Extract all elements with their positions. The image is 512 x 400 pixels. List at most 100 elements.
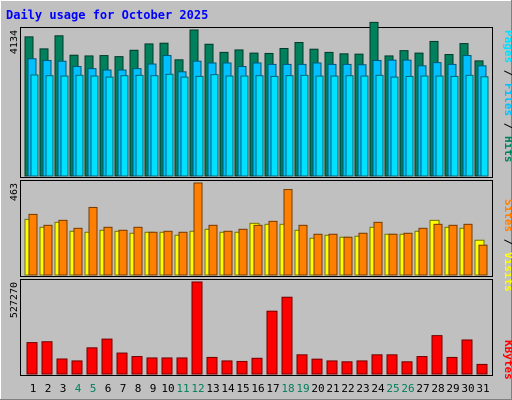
pages-bar-day-25 (390, 76, 399, 177)
kbytes-bar-day-10 (161, 357, 173, 375)
pages-bar-day-15 (240, 75, 249, 177)
sites-bar-day-1 (28, 213, 38, 276)
kbytes-bar-day-21 (326, 360, 338, 375)
kbytes-bar-day-3 (56, 358, 68, 375)
y-max-label-kbytes: 527270 (9, 282, 20, 318)
kbytes-bar-day-6 (101, 338, 113, 375)
pages-bar-day-8 (135, 74, 144, 177)
day-label-13: 13 (206, 382, 219, 395)
pages-bar-day-28 (435, 75, 444, 177)
day-label-26: 26 (401, 382, 414, 395)
pages-bar-day-5 (90, 75, 99, 177)
day-label-3: 3 (60, 382, 67, 395)
kbytes-bar-day-24 (371, 354, 383, 375)
sites-bar-day-23 (358, 232, 368, 276)
day-label-4: 4 (75, 382, 82, 395)
y-max-label-hits: 4134 (9, 30, 20, 54)
pages-bar-day-10 (165, 73, 174, 177)
sites-bar-day-17 (268, 220, 278, 276)
day-label-1: 1 (30, 382, 37, 395)
pages-bar-day-20 (315, 75, 324, 177)
kbytes-bar-day-8 (131, 356, 143, 375)
sites-bar-day-13 (208, 224, 218, 276)
day-label-30: 30 (461, 382, 474, 395)
sites-bar-day-5 (88, 206, 98, 276)
pages-bar-day-4 (75, 74, 84, 177)
pages-bar-day-3 (60, 75, 69, 177)
legend-sites: Sites (502, 199, 512, 232)
kbytes-bar-day-11 (176, 357, 188, 375)
day-labels: 1 2 3 4 5 6 7 8 9 10 11 12 13 14 15 16 17 18 19 20 21 22 23 24 2… (30, 382, 490, 395)
pages-bar-day-9 (150, 75, 159, 177)
day-label-21: 21 (326, 382, 339, 395)
kbytes-bar-day-1 (26, 342, 38, 375)
sites-bar-day-31 (478, 244, 488, 276)
pages-bar-day-1 (30, 74, 39, 177)
panel-visits-frame (20, 180, 493, 277)
sites-bar-day-7 (118, 229, 128, 276)
panel-kbytes-frame (20, 279, 493, 376)
sites-bar-day-25 (388, 233, 398, 276)
kbytes-bar-day-25 (386, 354, 398, 375)
day-label-7: 7 (120, 382, 127, 395)
pages-bar-day-11 (180, 76, 189, 177)
day-label-29: 29 (446, 382, 459, 395)
legend-sep-3: / (502, 232, 512, 252)
sites-bar-day-8 (133, 226, 143, 276)
pages-bar-day-23 (360, 75, 369, 177)
pages-bar-day-19 (300, 74, 309, 177)
day-label-11: 11 (176, 382, 189, 395)
sites-bar-day-11 (178, 231, 188, 276)
day-label-17: 17 (266, 382, 279, 395)
kbytes-bar-day-9 (146, 357, 158, 375)
sites-bar-day-30 (463, 223, 473, 276)
kbytes-bar-day-19 (296, 354, 308, 375)
legend-sep-1: / (502, 63, 512, 83)
kbytes-bar-day-23 (356, 360, 368, 375)
kbytes-bar-day-4 (71, 360, 83, 375)
pages-bar-day-12 (195, 75, 204, 177)
legend-visits-sites: Sites / Visits (502, 199, 512, 292)
legend-pages: Pages (502, 30, 512, 63)
kbytes-bar-day-15 (236, 360, 248, 375)
kbytes-bar-day-13 (206, 356, 218, 375)
sites-bar-day-3 (58, 219, 68, 276)
bars-layer (24, 21, 489, 375)
day-label-2: 2 (45, 382, 52, 395)
sites-bar-day-27 (418, 227, 428, 276)
sites-bar-day-22 (343, 236, 353, 276)
day-label-27: 27 (416, 382, 429, 395)
sites-bar-day-15 (238, 228, 248, 276)
sites-bar-day-12 (193, 182, 203, 276)
sites-bar-day-4 (73, 227, 83, 276)
day-label-6: 6 (105, 382, 112, 395)
pages-bar-day-13 (210, 74, 219, 177)
kbytes-bar-day-7 (116, 352, 128, 375)
pages-bar-day-24 (375, 74, 384, 177)
day-label-24: 24 (371, 382, 385, 395)
kbytes-bar-day-20 (311, 358, 323, 375)
day-label-31: 31 (476, 382, 489, 395)
pages-bar-day-31 (480, 76, 489, 177)
day-label-16: 16 (251, 382, 264, 395)
pages-bar-day-2 (45, 75, 54, 177)
sites-bar-day-14 (223, 230, 233, 276)
panel-hits-frame (20, 27, 493, 178)
chart-title: Daily usage for October 2025 (6, 8, 208, 22)
day-label-20: 20 (311, 382, 324, 395)
pages-bar-day-22 (345, 75, 354, 177)
day-label-18: 18 (281, 382, 294, 395)
day-label-14: 14 (221, 382, 235, 395)
legend-visits: Visits (502, 252, 512, 292)
pages-bar-day-16 (255, 75, 264, 177)
y-max-label-visits: 463 (9, 183, 20, 201)
kbytes-bar-day-16 (251, 357, 263, 375)
legend-hits: Hits (502, 136, 512, 163)
day-label-15: 15 (236, 382, 249, 395)
kbytes-bar-day-2 (41, 341, 53, 375)
pages-bar-day-30 (465, 74, 474, 177)
kbytes-bar-day-12 (191, 281, 203, 375)
pages-bar-day-21 (330, 75, 339, 177)
legend-sep-2: / (502, 116, 512, 136)
day-label-9: 9 (150, 382, 157, 395)
